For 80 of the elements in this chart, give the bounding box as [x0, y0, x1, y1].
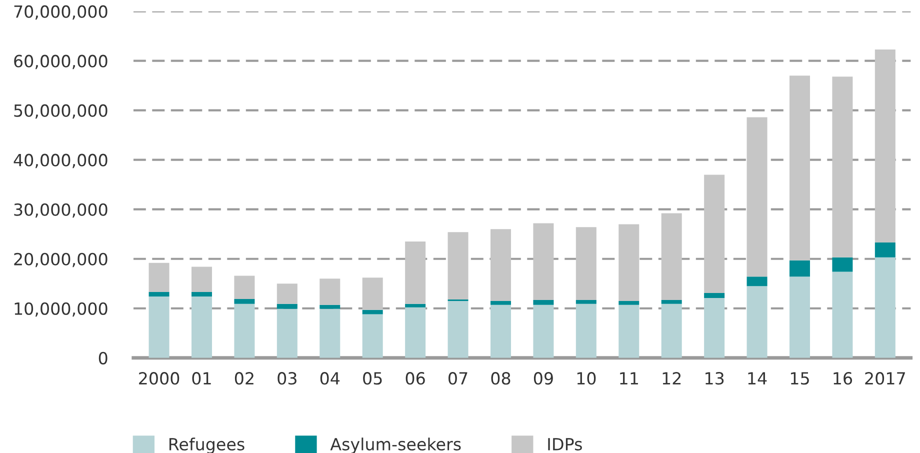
bar [276, 304, 298, 309]
bar [576, 300, 596, 304]
x-tick-label: 16 [834, 372, 852, 385]
bar [789, 276, 810, 358]
bar [362, 278, 383, 310]
bar [448, 300, 468, 358]
x-tick-label: 14 [748, 372, 767, 384]
x-tick-label: 03 [278, 372, 296, 385]
x-tick-label: 10 [577, 372, 596, 385]
bar [746, 286, 768, 358]
bar [618, 224, 640, 301]
bar [362, 314, 383, 358]
bar [533, 304, 554, 358]
bar [874, 242, 896, 258]
bar [234, 276, 255, 299]
bar [276, 284, 298, 304]
y-tick-label: 30,000,000 [14, 203, 108, 218]
bar [405, 242, 426, 304]
bar [661, 213, 682, 300]
bar [533, 223, 554, 300]
x-tick-label: 09 [534, 372, 553, 385]
y-tick-label: 70,000,000 [14, 5, 108, 20]
bar [704, 298, 725, 358]
x-tick-label: 05 [363, 372, 382, 385]
bar [490, 300, 511, 305]
x-tick-label: 06 [406, 372, 425, 385]
bar [148, 296, 170, 358]
x-tick-label: 15 [790, 372, 809, 385]
bar [533, 300, 554, 305]
x-tick-label: 07 [448, 372, 468, 385]
bar [789, 260, 810, 277]
y-tick-label: 50,000,000 [14, 104, 108, 119]
bar [320, 304, 340, 309]
bar [490, 229, 511, 301]
y-tick-label: 10,000,000 [14, 302, 108, 317]
bar [874, 257, 896, 358]
x-tick-label: 04 [320, 372, 340, 385]
x-tick-label: 02 [234, 372, 254, 385]
x-tick-label: 08 [491, 372, 510, 385]
bar [362, 310, 383, 314]
bar [704, 174, 725, 294]
x-tick-label: 2000 [139, 372, 180, 385]
bar [191, 292, 212, 296]
bar [874, 49, 896, 243]
bar [661, 300, 682, 304]
bar [832, 76, 853, 258]
bar [405, 304, 426, 308]
bar [320, 278, 340, 305]
x-tick-label: 11 [620, 372, 638, 384]
y-tick-label: 20,000,000 [14, 252, 108, 268]
legend-label: IDPs [548, 438, 582, 450]
bar [746, 117, 768, 277]
x-tick-label: 01 [192, 372, 211, 385]
bar [832, 257, 853, 272]
bar [661, 304, 682, 358]
bar [148, 262, 170, 292]
y-tick-label: 60,000,000 [14, 54, 108, 70]
x-tick-label: 2017 [865, 372, 905, 385]
bar [191, 266, 212, 292]
x-tick-label: 12 [662, 372, 681, 384]
bar [320, 308, 340, 358]
bar [618, 304, 640, 358]
bar [618, 300, 640, 305]
bar [746, 276, 768, 286]
bar [148, 292, 170, 296]
bar [405, 307, 426, 358]
bar [490, 304, 511, 358]
y-tick-label: 40,000,000 [14, 154, 108, 168]
bar [832, 272, 853, 358]
bar [191, 296, 212, 358]
bar [276, 308, 298, 358]
bar [576, 227, 596, 300]
bar [576, 304, 596, 358]
bar [704, 293, 725, 298]
y-tick-label: 0 [98, 352, 108, 364]
bar [234, 304, 255, 358]
bar [234, 298, 255, 304]
x-tick-label: 13 [706, 372, 724, 385]
bar [789, 76, 810, 260]
bar [448, 232, 468, 300]
